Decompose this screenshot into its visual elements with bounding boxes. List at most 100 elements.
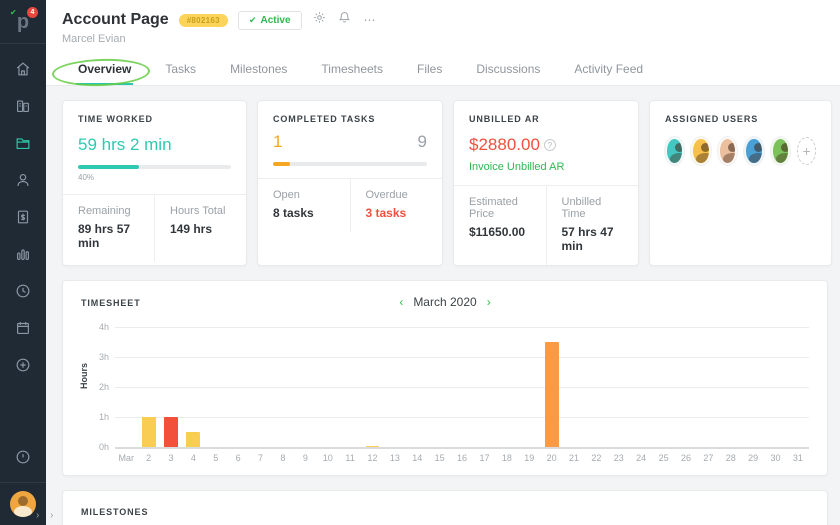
sidebar-item-calendar[interactable]	[6, 315, 40, 345]
clock-icon	[14, 282, 32, 305]
gridline	[115, 417, 809, 418]
logo-glyph: p	[16, 10, 30, 33]
gridline	[115, 357, 809, 358]
x-axis-tick: 10	[322, 453, 333, 463]
sidebar-item-reports[interactable]	[6, 241, 40, 271]
invoice-unbilled-link[interactable]: Invoice Unbilled AR	[469, 161, 565, 173]
x-axis-tick: Mar	[118, 453, 134, 463]
x-axis-labels: Mar 2 3 4 5 6 7 8 9 10 11 12 13 14 15 16 17 18 19 20 21 22 23 2…	[115, 453, 809, 463]
y-axis-tick: 2h	[98, 382, 109, 392]
time-worked-value: 59 hrs 2 min	[78, 135, 172, 154]
day-slot	[652, 327, 674, 447]
x-axis-tick: 29	[748, 453, 759, 463]
day-slot	[227, 327, 249, 447]
sidebar-nav	[6, 44, 40, 444]
day-slot	[384, 327, 406, 447]
day-slot	[764, 327, 786, 447]
tab-bar: Overview Tasks Milestones Timesheets Fil…	[62, 55, 840, 85]
card-title: COMPLETED TASKS	[273, 114, 376, 124]
bar-chart-icon	[14, 245, 32, 268]
y-axis-tick: 3h	[98, 352, 109, 362]
tasks-done-count: 1	[273, 132, 283, 151]
x-axis-tick: 4	[190, 453, 196, 463]
sidebar: p 4 ✔	[0, 0, 46, 525]
day-slot	[608, 327, 630, 447]
day-slot	[115, 327, 137, 447]
chart-bar-day-3[interactable]	[164, 417, 178, 447]
day-slot	[406, 327, 428, 447]
user-avatar[interactable]	[691, 137, 711, 165]
tab-discussions[interactable]: Discussions	[476, 62, 541, 76]
x-axis-tick: 14	[412, 453, 423, 463]
sidebar-item-home[interactable]	[6, 56, 40, 86]
x-axis-tick: 6	[235, 453, 241, 463]
y-axis-tick: 1h	[98, 412, 109, 422]
next-month-button[interactable]: ›	[486, 295, 491, 309]
tab-milestones[interactable]: Milestones	[230, 62, 288, 76]
chart-bar-day-12[interactable]	[365, 445, 380, 447]
stat-label: Unbilled Time	[561, 196, 602, 220]
project-id-badge[interactable]: #802163	[178, 13, 228, 27]
x-axis-tick: 2	[146, 453, 152, 463]
page-header: Account Page #802163 ✔ Active ⋯ Marcel E…	[46, 0, 840, 88]
prev-month-button[interactable]: ‹	[399, 295, 404, 309]
current-user-avatar[interactable]	[10, 491, 36, 517]
stat-label: Remaining	[78, 205, 131, 217]
user-avatar[interactable]	[717, 137, 738, 165]
x-axis-tick: 26	[680, 453, 691, 463]
sidebar-item-files[interactable]	[6, 130, 40, 160]
tasks-total-count: 9	[417, 132, 427, 151]
stat-value: 8 tasks	[273, 206, 314, 220]
sidebar-item-invoices[interactable]	[6, 204, 40, 234]
assigned-users-avatars: +	[665, 137, 816, 165]
timer-button[interactable]	[6, 444, 40, 474]
add-user-button[interactable]: +	[797, 137, 816, 165]
tab-activity-feed[interactable]: Activity Feed	[574, 62, 644, 76]
day-slot	[294, 327, 316, 447]
x-axis-tick: 16	[457, 453, 468, 463]
month-navigation: ‹ March 2020 ›	[81, 295, 809, 309]
tab-timesheets[interactable]: Timesheets	[321, 62, 383, 76]
folder-icon	[14, 134, 32, 157]
stat-value: 149 hrs	[170, 222, 213, 236]
user-avatar[interactable]	[744, 137, 764, 165]
check-icon: ✔	[248, 14, 257, 25]
x-axis-tick: 27	[703, 453, 714, 463]
tab-tasks[interactable]: Tasks	[165, 62, 197, 76]
sidebar-item-projects[interactable]	[6, 93, 40, 123]
stat-value: 57 hrs 47 min	[561, 225, 614, 253]
app-logo[interactable]: p 4 ✔	[0, 0, 46, 44]
user-avatar[interactable]	[665, 137, 685, 165]
x-axis-tick: 3	[168, 453, 174, 463]
day-slot	[137, 327, 159, 447]
time-worked-progress	[78, 165, 231, 169]
chart-bar-day-20[interactable]	[544, 342, 559, 447]
milestones-title: MILESTONES	[81, 507, 149, 517]
status-active-button[interactable]: ✔ Active	[237, 10, 302, 30]
tab-overview[interactable]: Overview	[75, 55, 134, 85]
day-slot	[720, 327, 742, 447]
sidebar-expand-chevrons[interactable]: › ›	[36, 510, 58, 521]
more-options-button[interactable]: ⋯	[363, 13, 377, 27]
notifications-bell-button[interactable]	[337, 10, 352, 30]
content-area: TIME WORKED 59 hrs 2 min 40% Remaining 8…	[46, 86, 840, 525]
stat-estimated-price: Estimated Price $11650.00	[454, 186, 546, 265]
user-avatar[interactable]	[770, 137, 791, 165]
day-slot	[675, 327, 697, 447]
x-axis-tick: 15	[434, 453, 445, 463]
home-icon	[14, 60, 32, 83]
stat-label: Open	[273, 189, 300, 201]
chart-bar-day-4[interactable]	[186, 432, 201, 447]
sidebar-item-add[interactable]	[6, 352, 40, 382]
chart-bar-day-2[interactable]	[141, 417, 156, 447]
tab-files[interactable]: Files	[417, 62, 443, 76]
day-slot	[451, 327, 473, 447]
gridline	[115, 387, 809, 388]
check-icon: ✔	[10, 8, 17, 17]
help-icon[interactable]: ?	[543, 139, 556, 151]
x-axis-tick: 11	[345, 453, 355, 463]
sidebar-item-time[interactable]	[6, 278, 40, 308]
sidebar-item-clients[interactable]	[6, 167, 40, 197]
settings-gear-button[interactable]	[312, 10, 327, 30]
day-slot	[630, 327, 652, 447]
